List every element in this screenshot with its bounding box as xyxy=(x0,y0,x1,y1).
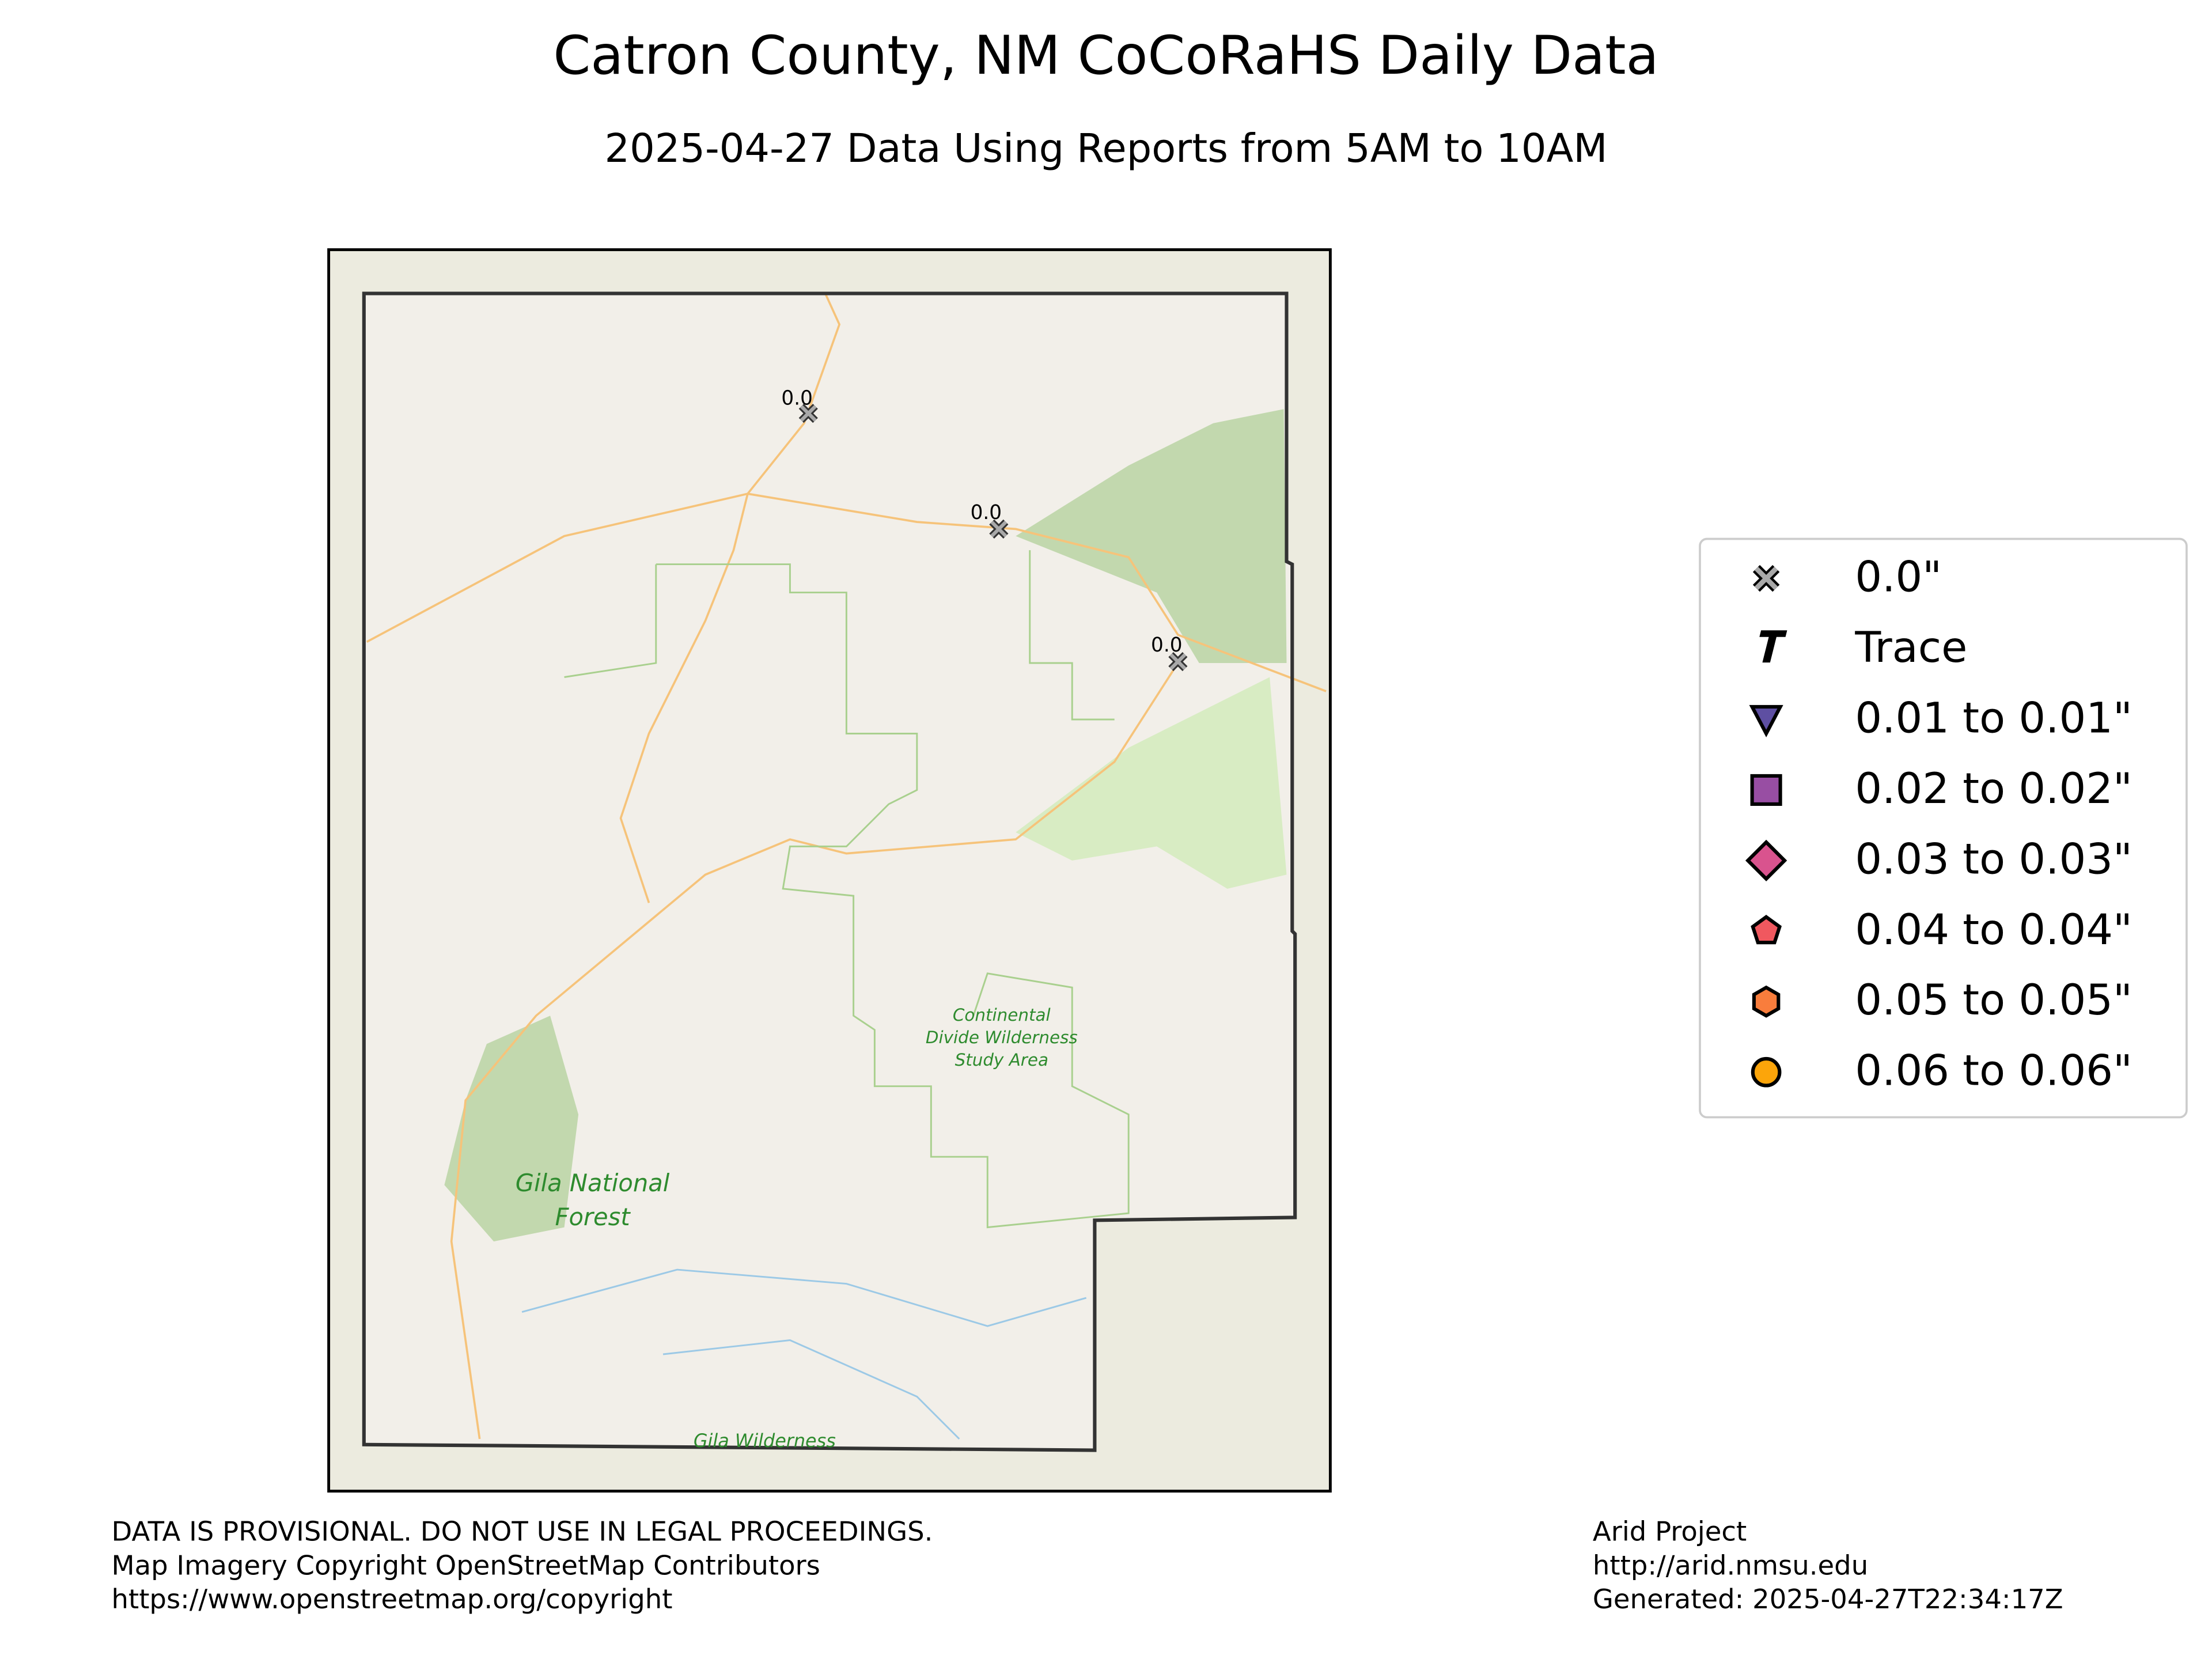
boundaries xyxy=(564,550,1130,1229)
forest-area xyxy=(444,1016,579,1242)
place-label: Continental xyxy=(953,1005,1051,1025)
station: 0.0 xyxy=(781,387,818,423)
legend-marker xyxy=(1754,566,1778,590)
footer-text: DATA IS PROVISIONAL. DO NOT USE IN LEGAL… xyxy=(111,1516,933,1547)
map-frame xyxy=(327,248,1332,1493)
roads xyxy=(366,293,1327,1440)
legend-label: 0.01 to 0.01" xyxy=(1855,694,2132,743)
legend-label: Trace xyxy=(1854,623,1967,672)
legend-label: 0.03 to 0.03" xyxy=(1855,835,2132,884)
station-marker xyxy=(990,520,1007,537)
station: 0.0 xyxy=(1151,634,1188,672)
legend-marker xyxy=(1745,839,1787,882)
rivers xyxy=(521,1268,1087,1440)
station: 0.0 xyxy=(971,501,1009,539)
legend-label: 0.0" xyxy=(1855,553,1942,602)
place-label: Study Area xyxy=(955,1050,1048,1070)
legend-marker xyxy=(1749,704,1783,738)
legend-label: 0.04 to 0.04" xyxy=(1855,906,2132,955)
station-label: 0.0 xyxy=(781,387,813,410)
place-label: Divide Wilderness xyxy=(926,1028,1078,1047)
legend-marker xyxy=(1751,1056,1782,1088)
place-label: Gila National xyxy=(516,1169,670,1197)
station-marker xyxy=(1169,653,1187,670)
forest-area xyxy=(1016,409,1287,664)
legend-marker xyxy=(1751,915,1782,945)
station-label: 0.0 xyxy=(971,501,1002,524)
legend-box xyxy=(1699,537,2188,1119)
station-label: 0.0 xyxy=(1151,634,1183,657)
station-marker xyxy=(800,405,817,422)
legend-label: 0.06 to 0.06" xyxy=(1855,1047,2132,1096)
footer-text: Arid Project xyxy=(1593,1516,1747,1547)
place-label: Gila Wilderness xyxy=(694,1430,836,1452)
footer-text: Map Imagery Copyright OpenStreetMap Cont… xyxy=(111,1550,820,1581)
legend-marker xyxy=(1750,774,1782,806)
footer-text: http://arid.nmsu.edu xyxy=(1593,1550,1868,1581)
map: Gila National Forest Continental Divide … xyxy=(327,248,1332,1493)
county-outline xyxy=(362,291,1297,1452)
legend-label: 0.05 to 0.05" xyxy=(1855,976,2132,1025)
legend-marker xyxy=(1752,985,1781,1018)
county-area xyxy=(363,293,1296,1450)
grass-area xyxy=(1016,677,1287,889)
legend-label: 0.02 to 0.02" xyxy=(1855,764,2132,813)
title: Catron County, NM CoCoRaHS Daily Data xyxy=(553,24,1658,86)
place-label: Forest xyxy=(555,1203,631,1231)
subtitle: 2025-04-27 Data Using Reports from 5AM t… xyxy=(604,126,1607,172)
footer-text: https://www.openstreetmap.org/copyright xyxy=(111,1584,672,1615)
footer-text: Generated: 2025-04-27T22:34:17Z xyxy=(1593,1584,2063,1615)
